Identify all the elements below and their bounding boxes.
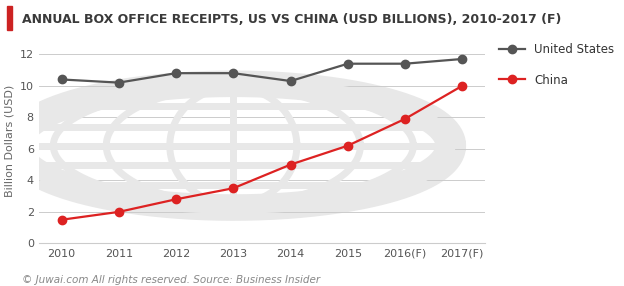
United States <box>287 79 295 83</box>
China <box>115 210 122 214</box>
China <box>287 163 295 166</box>
United States <box>459 57 466 61</box>
United States <box>230 72 237 75</box>
Text: © Juwai.com All rights reserved. Source: Business Insider: © Juwai.com All rights reserved. Source:… <box>22 275 320 285</box>
Legend: United States, China: United States, China <box>494 39 619 92</box>
China <box>344 144 351 147</box>
Y-axis label: Billion Dollars (USD): Billion Dollars (USD) <box>4 85 14 197</box>
China <box>58 218 66 221</box>
Text: ANNUAL BOX OFFICE RECEIPTS, US VS CHINA (USD BILLIONS), 2010-2017 (F): ANNUAL BOX OFFICE RECEIPTS, US VS CHINA … <box>22 13 561 26</box>
China <box>401 117 409 121</box>
China <box>230 186 237 190</box>
United States <box>344 62 351 65</box>
China <box>459 84 466 88</box>
United States <box>115 81 122 84</box>
United States <box>58 78 66 81</box>
China <box>172 198 180 201</box>
Line: China: China <box>57 82 467 224</box>
Circle shape <box>22 87 445 204</box>
United States <box>172 72 180 75</box>
Line: United States: United States <box>57 55 467 87</box>
United States <box>401 62 409 65</box>
